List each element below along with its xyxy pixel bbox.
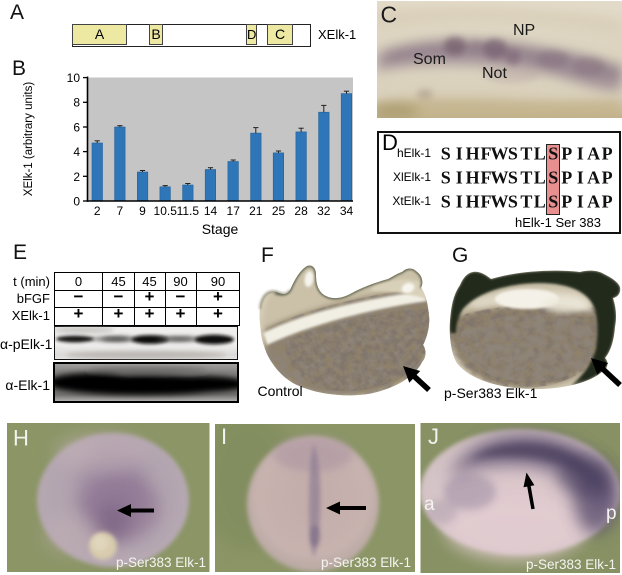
svg-text:p-Ser383 Elk-1: p-Ser383 Elk-1 (321, 555, 411, 570)
svg-text:0: 0 (73, 195, 80, 209)
svg-text:P: P (561, 168, 572, 188)
svg-text:T: T (520, 192, 532, 212)
svg-text:L: L (534, 144, 546, 164)
svg-text:Som: Som (413, 51, 446, 68)
svg-text:a: a (424, 494, 435, 515)
svg-text:34: 34 (340, 204, 354, 218)
svg-text:I: I (577, 168, 584, 188)
svg-text:6: 6 (73, 120, 80, 134)
svg-text:I: I (577, 144, 584, 164)
svg-text:H: H (466, 144, 480, 164)
svg-text:25: 25 (272, 204, 286, 218)
svg-text:8: 8 (73, 96, 80, 110)
svg-text:I: I (456, 144, 463, 164)
svg-text:P: P (561, 144, 572, 164)
svg-text:I: I (577, 192, 584, 212)
svg-text:p: p (606, 503, 617, 524)
svg-text:21: 21 (249, 204, 263, 218)
svg-text:W: W (491, 144, 509, 164)
svg-text:W: W (491, 168, 509, 188)
svg-text:T: T (520, 168, 532, 188)
svg-text:H: H (466, 192, 480, 212)
svg-text:I: I (221, 424, 227, 449)
svg-text:10: 10 (67, 71, 81, 85)
svg-text:S: S (548, 144, 558, 164)
svg-text:S: S (548, 192, 558, 212)
svg-text:P: P (602, 168, 613, 188)
svg-text:C: C (381, 2, 398, 28)
svg-text:A: A (587, 192, 600, 212)
svg-text:S: S (548, 168, 558, 188)
svg-text:S: S (441, 192, 451, 212)
svg-text:S: S (508, 192, 518, 212)
svg-text:F: F (481, 192, 492, 212)
svg-text:28: 28 (294, 204, 308, 218)
svg-text:14: 14 (204, 204, 218, 218)
svg-text:P: P (602, 144, 613, 164)
svg-text:J: J (428, 424, 439, 449)
svg-text:p-Ser383 Elk-1: p-Ser383 Elk-1 (116, 555, 206, 570)
svg-text:I: I (456, 192, 463, 212)
svg-text:H: H (466, 168, 480, 188)
svg-text:2: 2 (94, 204, 101, 218)
svg-text:I: I (456, 168, 463, 188)
svg-text:A: A (587, 144, 600, 164)
svg-text:17: 17 (227, 204, 241, 218)
svg-text:9: 9 (139, 204, 146, 218)
svg-text:A: A (587, 168, 600, 188)
svg-text:S: S (508, 168, 518, 188)
svg-text:S: S (441, 144, 451, 164)
svg-text:11.5: 11.5 (177, 204, 200, 218)
svg-text:NP: NP (513, 22, 535, 39)
svg-text:32: 32 (317, 204, 331, 218)
svg-text:H: H (13, 426, 29, 451)
svg-text:Not: Not (482, 65, 507, 82)
svg-text:4: 4 (73, 145, 80, 159)
svg-text:L: L (534, 192, 546, 212)
svg-text:W: W (491, 192, 509, 212)
svg-text:T: T (520, 144, 532, 164)
svg-text:S: S (441, 168, 451, 188)
svg-text:S: S (508, 144, 518, 164)
svg-text:10.5: 10.5 (154, 204, 178, 218)
svg-text:p-Ser383 Elk-1: p-Ser383 Elk-1 (526, 557, 616, 572)
svg-text:2: 2 (73, 170, 80, 184)
svg-text:P: P (561, 192, 572, 212)
svg-text:F: F (481, 168, 492, 188)
svg-text:L: L (534, 168, 546, 188)
svg-text:Stage: Stage (202, 221, 239, 237)
svg-text:P: P (602, 192, 613, 212)
svg-text:F: F (481, 144, 492, 164)
svg-text:7: 7 (117, 204, 124, 218)
svg-text:XElk-1 (arbitrary units): XElk-1 (arbitrary units) (23, 82, 35, 197)
